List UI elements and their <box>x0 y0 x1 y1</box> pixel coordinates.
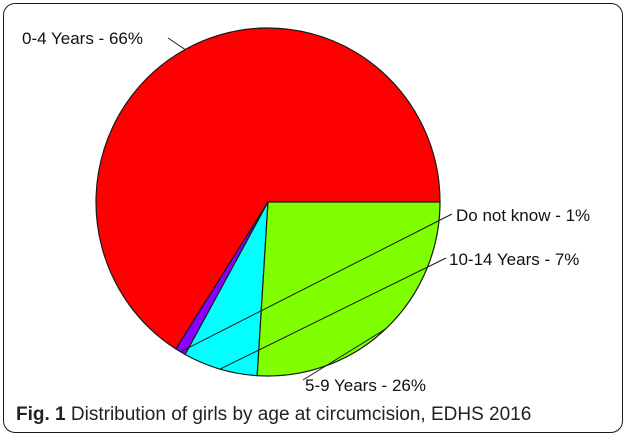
leader-line-0-4-years <box>167 37 186 50</box>
label-leader-lines <box>167 37 453 381</box>
slice-label-10-14-years: 10-14 Years - 7% <box>449 250 579 269</box>
leader-line-do-not-know <box>180 213 453 353</box>
figure-caption-text: Distribution of girls by age at circumci… <box>65 404 532 425</box>
slice-label-do-not-know: Do not know - 1% <box>456 206 590 225</box>
slice-labels: 0-4 Years - 66% Do not know - 1% 10-14 Y… <box>22 29 590 395</box>
slice-label-5-9-years: 5-9 Years - 26% <box>305 376 426 395</box>
pie-slices <box>95 27 441 377</box>
leader-line-10-14-years <box>219 257 447 370</box>
pie-slice-5-9-years <box>256 201 441 377</box>
figure-caption: Fig. 1 Distribution of girls by age at c… <box>16 404 616 426</box>
leader-line-5-9-years <box>302 328 387 381</box>
slice-label-0-4-years: 0-4 Years - 66% <box>22 29 143 48</box>
figure-number: Fig. 1 <box>16 404 66 425</box>
